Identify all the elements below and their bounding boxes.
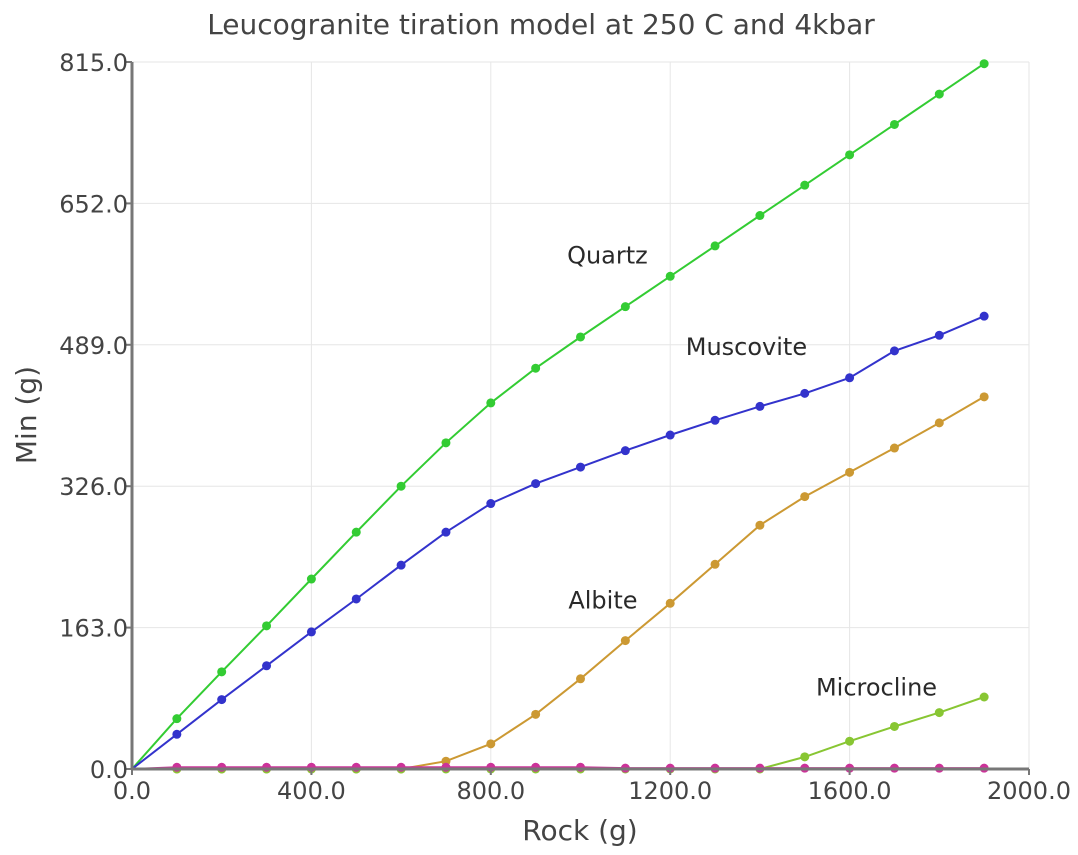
muscovite-point bbox=[800, 388, 810, 398]
albite-line bbox=[132, 395, 985, 770]
quartz-point bbox=[306, 574, 316, 584]
x-tick-label: 0.0 bbox=[113, 777, 151, 805]
muscovite-point bbox=[306, 627, 316, 637]
muscovite-point bbox=[486, 499, 496, 509]
quartz-point bbox=[172, 714, 182, 724]
muscovite-point bbox=[934, 330, 944, 340]
axis-layer: 0.0 400.0 800.0 1200.0 1600.0 2000.0 0.0 163.0 3… bbox=[59, 49, 1071, 805]
y-tick-label: 815.0 bbox=[59, 49, 128, 77]
y-tick-label: 489.0 bbox=[59, 332, 128, 360]
quartz-point bbox=[934, 89, 944, 99]
albite-point bbox=[710, 559, 720, 569]
x-tick-label: 400.0 bbox=[277, 777, 346, 805]
quartz-point bbox=[755, 211, 765, 221]
quartz-point bbox=[889, 119, 899, 129]
muscovite-point bbox=[576, 462, 585, 472]
quartz-point bbox=[845, 150, 855, 160]
quartz-point bbox=[800, 180, 810, 190]
series-layer bbox=[131, 59, 989, 774]
muscovite-point bbox=[665, 430, 675, 440]
x-tick-label: 1600.0 bbox=[808, 777, 892, 805]
albite-point bbox=[576, 674, 585, 684]
label-layer: Quartz Muscovite Albite Microcline bbox=[567, 241, 937, 701]
y-tick-label: 652.0 bbox=[59, 190, 128, 218]
albite-point bbox=[845, 467, 855, 477]
muscovite-point bbox=[172, 729, 182, 739]
x-tick-label: 1200.0 bbox=[628, 777, 712, 805]
albite-label: Albite bbox=[568, 587, 637, 615]
microcline-label: Microcline bbox=[816, 673, 937, 701]
muscovite-point bbox=[396, 560, 406, 570]
muscovite-point bbox=[531, 479, 541, 489]
x-axis-title: Rock (g) bbox=[522, 814, 637, 847]
grid-layer bbox=[132, 61, 1030, 769]
quartz-line bbox=[131, 62, 985, 770]
albite-point bbox=[620, 636, 630, 646]
quartz-point bbox=[710, 241, 720, 251]
muscovite-point bbox=[889, 346, 899, 356]
muscovite-point bbox=[755, 401, 765, 411]
quartz-point bbox=[351, 527, 361, 537]
muscovite-point bbox=[351, 594, 361, 604]
y-axis-title: Min (g) bbox=[10, 366, 43, 464]
chart-title: Leucogranite tiration model at 250 C and… bbox=[207, 8, 875, 41]
quartz-point bbox=[576, 332, 585, 342]
albite-point bbox=[889, 443, 899, 453]
albite-point bbox=[800, 492, 810, 502]
microcline-point bbox=[934, 708, 944, 718]
quartz-point bbox=[486, 398, 496, 408]
albite-point bbox=[934, 418, 944, 428]
muscovite-point bbox=[710, 415, 720, 425]
quartz-label: Quartz bbox=[567, 241, 648, 269]
quartz-point bbox=[531, 363, 541, 373]
quartz-point bbox=[396, 481, 406, 491]
microcline-line bbox=[132, 696, 985, 770]
muscovite-point bbox=[620, 446, 630, 456]
muscovite-label: Muscovite bbox=[686, 333, 807, 361]
albite-point bbox=[665, 598, 675, 608]
quartz-point bbox=[217, 667, 227, 677]
albite-point bbox=[486, 739, 496, 749]
quartz-point bbox=[665, 271, 675, 281]
muscovite-point bbox=[845, 373, 855, 383]
muscovite-point bbox=[979, 311, 989, 321]
albite-point bbox=[531, 709, 541, 719]
albite-point bbox=[755, 520, 765, 530]
y-tick-label: 163.0 bbox=[59, 615, 128, 643]
microcline-point bbox=[845, 736, 855, 746]
quartz-point bbox=[979, 59, 989, 69]
y-tick-label: 0.0 bbox=[90, 756, 128, 784]
quartz-point bbox=[620, 302, 630, 312]
muscovite-point bbox=[441, 527, 451, 537]
muscovite-point bbox=[217, 695, 227, 705]
muscovite-point bbox=[262, 661, 272, 671]
microcline-point bbox=[800, 752, 810, 762]
albite-point bbox=[979, 392, 989, 402]
quartz-point bbox=[262, 621, 272, 631]
y-tick-label: 326.0 bbox=[59, 473, 128, 501]
muscovite-line bbox=[131, 315, 985, 770]
microcline-point bbox=[979, 692, 989, 702]
x-tick-label: 2000.0 bbox=[987, 777, 1071, 805]
microcline-point bbox=[889, 721, 899, 731]
x-tick-label: 800.0 bbox=[456, 777, 525, 805]
quartz-point bbox=[441, 438, 451, 448]
